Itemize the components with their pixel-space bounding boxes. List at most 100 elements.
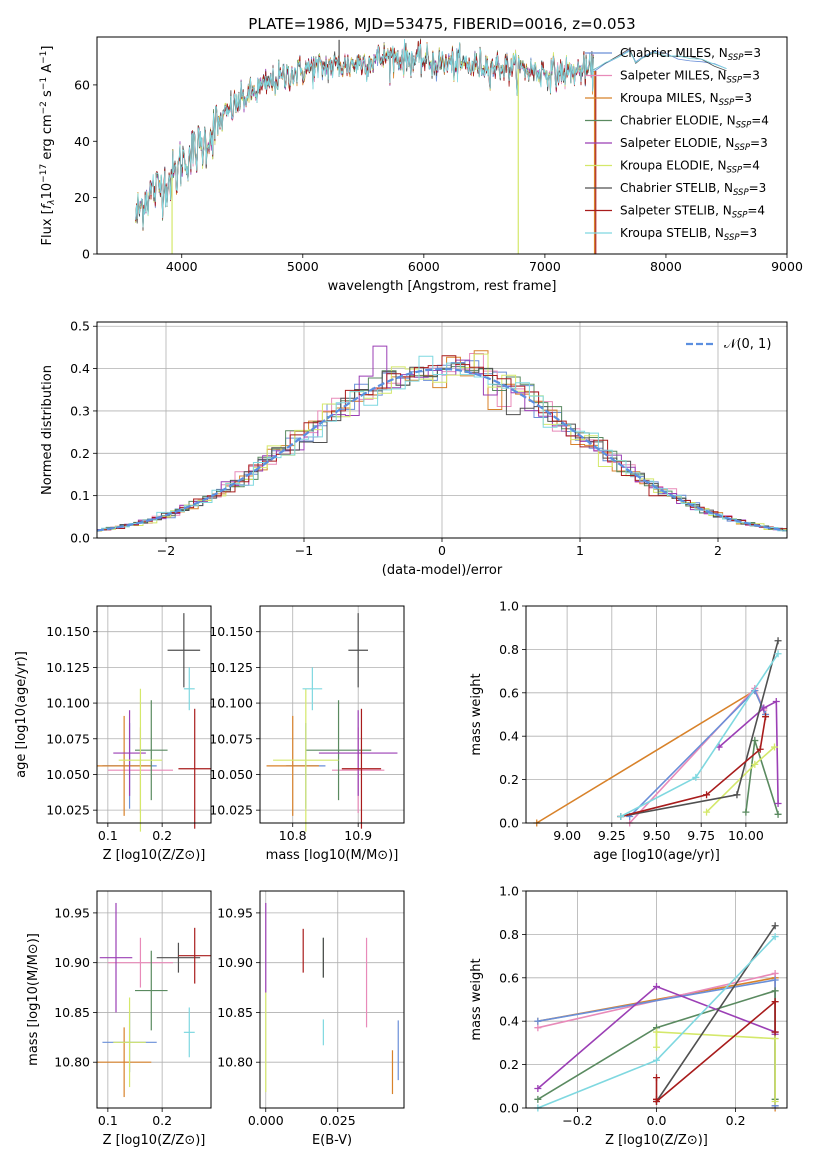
y-tick-label: 1.0 — [499, 599, 519, 614]
y-tick-label: 10.90 — [217, 955, 253, 970]
legend-entry: Chabrier ELODIE, NSSP=4 — [620, 114, 769, 131]
weight-marker — [653, 1028, 660, 1036]
y-tick-label: 0.1 — [70, 488, 90, 503]
x-tick-label: 4000 — [166, 259, 198, 274]
weight-marker — [692, 773, 700, 781]
weight-vs-Z-lines — [534, 922, 779, 1112]
y-tick-label: 10.050 — [46, 767, 90, 782]
weight-marker — [771, 1097, 779, 1105]
spectrum-xlabel: wavelength [Angstrom, rest frame] — [328, 279, 557, 294]
weight-marker — [771, 969, 779, 977]
weight-vs-Z-frame — [525, 890, 788, 1109]
legend-entry: Chabrier STELIB, NSSP=3 — [620, 181, 766, 198]
x-tick-label: 0.2 — [152, 828, 172, 843]
y-tick-label: 10.150 — [46, 624, 90, 639]
spectrum-axes: 4000 5000 6000 7000 8000 9000 0 20 40 60 — [74, 77, 803, 274]
y-tick-label: 10.80 — [54, 1055, 90, 1070]
figure-title: PLATE=1986, MJD=53475, FIBERID=0016, z=0… — [248, 15, 635, 33]
mass-vs-Z-axes: 0.1 0.2 10.80 10.85 10.90 10.95 — [54, 891, 211, 1128]
mass-vs-ebv-points — [265, 902, 399, 1095]
age-vs-mass-frame — [259, 605, 405, 824]
weight-marker — [771, 998, 779, 1006]
x-tick-label: 9.00 — [553, 828, 581, 843]
weight-series-line — [620, 716, 767, 818]
weight-marker — [653, 1056, 660, 1064]
y-tick-label: 10.025 — [209, 803, 253, 818]
residuals-axes: −2 −1 0 1 2 0.0 0.1 0.2 0.3 0.4 0.5 — [70, 319, 787, 558]
weight-series-line — [655, 925, 776, 1102]
weight-marker — [751, 760, 759, 768]
x-tick-label: 0.1 — [98, 1113, 118, 1128]
y-tick-label: 10.85 — [217, 1005, 253, 1020]
weight-marker — [653, 1074, 660, 1082]
normal-legend: 𝒩(0, 1) — [724, 337, 771, 352]
weight-vs-age-axes: 9.00 9.25 9.50 9.75 10.00 0.0 0.2 0.4 0.6 0.8 1.0 — [499, 599, 787, 843]
weight-marker — [733, 791, 741, 799]
y-tick-label: 10.85 — [54, 1005, 90, 1020]
weight-vs-age-frame — [525, 605, 788, 824]
spectrum-ylabel: Flux [fλ10−17 erg cm−2 s−1 A−1] — [39, 46, 57, 246]
weight-marker — [534, 1017, 542, 1025]
y-tick-label: 0 — [82, 247, 90, 262]
x-tick-label: −2 — [157, 543, 175, 558]
weight-vs-Z-xlabel: Z [log10(Z/Z⊙)] — [605, 1133, 708, 1148]
y-tick-label: 0.5 — [70, 319, 90, 334]
weight-marker — [762, 713, 770, 721]
y-tick-label: 0.6 — [499, 970, 519, 985]
y-tick-label: 10.050 — [209, 767, 253, 782]
weight-vs-age-ylabel: mass weight — [469, 673, 484, 755]
age-vs-mass-axes: 10.8 10.9 10.025 10.050 10.075 10.100 10.125 10… — [209, 606, 404, 843]
y-tick-label: 0.0 — [70, 531, 90, 546]
x-tick-label: 7000 — [529, 259, 561, 274]
x-tick-label: 0.025 — [320, 1113, 356, 1128]
legend-entry: Salpeter ELODIE, NSSP=3 — [620, 136, 768, 153]
weight-marker — [772, 697, 780, 705]
weight-marker — [653, 1043, 660, 1051]
weight-marker — [742, 808, 750, 816]
y-tick-label: 10.125 — [209, 660, 253, 675]
y-tick-label: 10.90 — [54, 955, 90, 970]
x-tick-label: 0.0 — [647, 1113, 667, 1128]
weight-series-line — [655, 999, 776, 1104]
x-tick-label: 8000 — [650, 259, 682, 274]
normal-curve — [97, 367, 785, 532]
x-tick-label: −1 — [295, 543, 313, 558]
y-tick-label: 1.0 — [499, 884, 519, 899]
weight-marker — [534, 1095, 542, 1103]
weight-marker — [703, 808, 711, 816]
y-tick-label: 10.125 — [46, 660, 90, 675]
age-vs-mass-points — [266, 613, 398, 832]
residual-histogram — [97, 363, 787, 531]
x-tick-label: 0.2 — [726, 1113, 746, 1128]
y-tick-label: 10.95 — [54, 905, 90, 920]
weight-marker — [756, 745, 764, 753]
y-tick-label: 0.0 — [499, 816, 519, 831]
x-tick-label: 0.2 — [152, 1113, 172, 1128]
x-tick-label: 5000 — [287, 259, 319, 274]
age-vs-Z-axes: 0.1 0.2 10.025 10.050 10.075 10.100 10.125 10.1… — [46, 606, 211, 843]
y-tick-label: 10.075 — [209, 731, 253, 746]
mass-vs-Z-points — [97, 902, 211, 1098]
mass-vs-Z-xlabel: Z [log10(Z/Z⊙)] — [103, 1133, 206, 1148]
weight-marker — [771, 987, 779, 995]
x-tick-label: 9.75 — [687, 828, 715, 843]
residuals-xlabel: (data-model)/error — [382, 563, 503, 578]
weight-series-line — [620, 640, 779, 818]
age-vs-Z-xlabel: Z [log10(Z/Z⊙)] — [103, 848, 206, 863]
y-tick-label: 10.95 — [217, 905, 253, 920]
age-vs-Z-points — [97, 613, 211, 832]
spectrum-series-line — [135, 38, 594, 228]
mass-vs-Z-frame — [96, 890, 212, 1109]
weight-marker — [774, 637, 782, 645]
x-tick-label: 9.50 — [643, 828, 671, 843]
weight-marker — [771, 1028, 779, 1036]
x-tick-label: 9000 — [771, 259, 803, 274]
weight-series-line — [655, 1031, 776, 1102]
y-tick-label: 20 — [74, 190, 90, 205]
mass-vs-ebv-xlabel: E(B-V) — [312, 1133, 352, 1148]
weight-vs-age-lines — [533, 637, 782, 827]
mass-vs-Z-ylabel: mass [log10(M/M⊙)] — [26, 933, 41, 1066]
age-vs-Z-frame — [96, 605, 212, 824]
legend-entry: Salpeter STELIB, NSSP=4 — [620, 204, 765, 221]
weight-marker — [771, 976, 779, 984]
